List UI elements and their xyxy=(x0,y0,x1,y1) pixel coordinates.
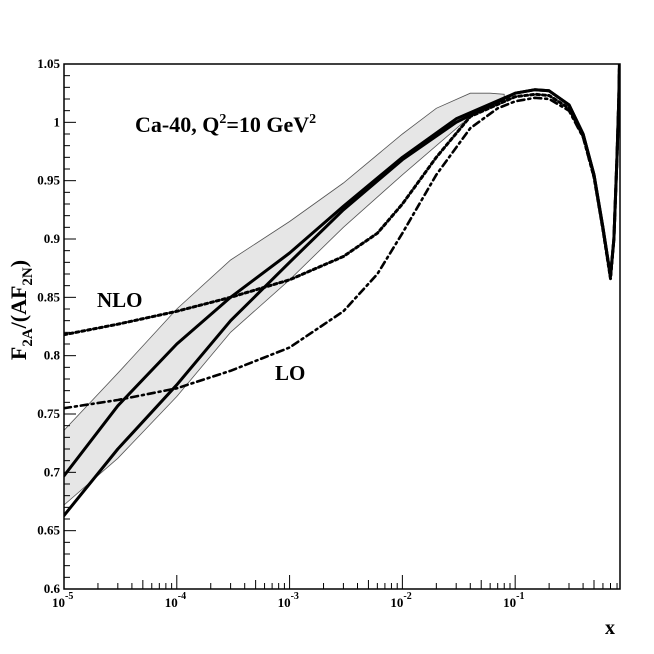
y-tick-label: 0.7 xyxy=(44,464,61,479)
y-label-sub1: 2A xyxy=(20,328,36,347)
plot-frame xyxy=(63,63,621,590)
y-tick-label: 0.8 xyxy=(44,348,61,363)
annotation: Ca-40, Q2=10 GeV2 xyxy=(135,112,316,137)
y-tick-label: 0.75 xyxy=(37,406,60,421)
annotation-sup2: 2 xyxy=(309,112,316,127)
y-tick-label: 0.6 xyxy=(44,581,61,596)
y-label-end: ) xyxy=(6,260,31,267)
x-axis-label: x xyxy=(605,617,615,639)
label-lo: LO xyxy=(275,361,305,385)
label-nlo: NLO xyxy=(97,288,143,312)
annotation-sup1: 2 xyxy=(219,112,226,127)
x-tick-label: 10-5 xyxy=(52,591,73,610)
y-tick-label: 0.85 xyxy=(37,289,60,304)
y-label-sub2: 2N xyxy=(20,267,36,286)
y-tick-label: 0.9 xyxy=(44,231,61,246)
y-tick-label: 0.65 xyxy=(37,523,60,538)
annotation-main: Ca-40, Q xyxy=(135,112,219,137)
x-tick-label: 10-4 xyxy=(165,591,186,610)
y-tick-label: 0.95 xyxy=(37,173,60,188)
x-tick-label: 10-1 xyxy=(503,591,524,610)
x-tick-label: 10-2 xyxy=(390,591,411,610)
annotation-mid: =10 GeV xyxy=(226,112,309,137)
y-tick-label: 1 xyxy=(54,114,61,129)
y-label-mid: /(AF xyxy=(6,286,31,330)
y-axis-label: F2A/(AF2N) xyxy=(6,260,36,360)
x-tick-label: 10-3 xyxy=(278,591,299,610)
y-tick-label: 1.05 xyxy=(37,56,60,71)
series-layer xyxy=(64,64,620,517)
series-line-lo xyxy=(64,64,620,410)
tick-layer: 0.6 0.65 0.7 0.75 0.8 0.85 0.9 0.95 1 1.05 10-5 10-… xyxy=(37,56,618,610)
y-label-main: F xyxy=(6,347,31,360)
